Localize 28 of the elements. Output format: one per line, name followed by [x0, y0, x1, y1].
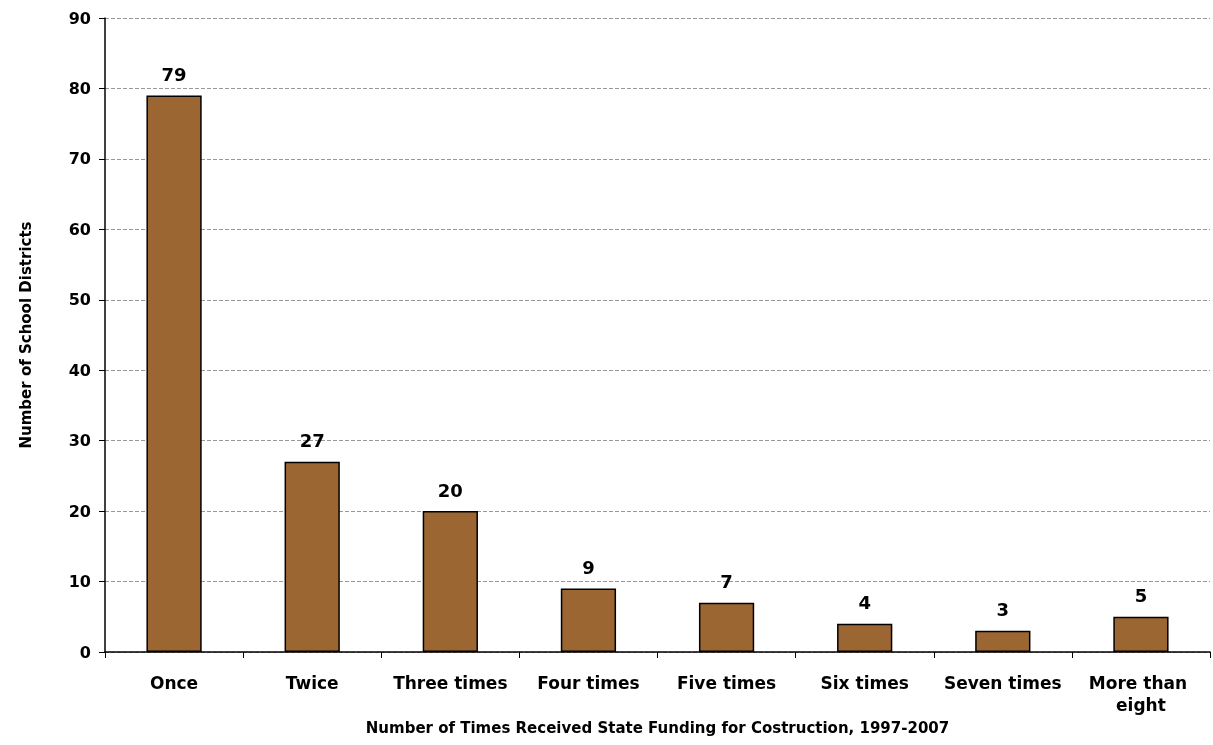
- data-label: 4: [858, 592, 871, 614]
- data-label: 79: [161, 63, 187, 85]
- x-tick-label: Once: [149, 673, 199, 693]
- x-tick-label: Four times: [537, 673, 640, 693]
- y-tick-label: 20: [68, 501, 91, 521]
- x-tick-label: Seven times: [943, 673, 1062, 693]
- y-tick-label: 40: [68, 360, 91, 380]
- y-tick-label: 30: [68, 431, 91, 451]
- data-label: 27: [299, 430, 325, 452]
- data-label: 9: [582, 557, 595, 579]
- y-tick-label: 50: [68, 290, 91, 310]
- x-axis-title: Number of Times Received State Funding for Costruction, 1997-2007: [365, 719, 950, 738]
- x-tick-label: Six times: [820, 673, 909, 693]
- y-tick-label: 10: [68, 572, 91, 592]
- data-label: 20: [437, 479, 463, 501]
- x-tick-label: Twice: [285, 673, 339, 693]
- x-tick-label: Five times: [676, 673, 777, 693]
- y-tick-label: 80: [68, 78, 91, 98]
- y-tick-label: 60: [68, 219, 91, 239]
- data-label: 7: [720, 571, 733, 593]
- y-tick-label: 0: [79, 642, 91, 662]
- data-label: 3: [996, 599, 1010, 621]
- y-axis-title: Number of School Districts: [16, 221, 35, 449]
- x-tick-label: More than eight: [1088, 673, 1194, 715]
- data-label: 5: [1134, 585, 1148, 607]
- x-tick-label: Three times: [393, 673, 508, 693]
- y-tick-label: 90: [68, 8, 91, 28]
- y-tick-label: 70: [68, 149, 91, 169]
